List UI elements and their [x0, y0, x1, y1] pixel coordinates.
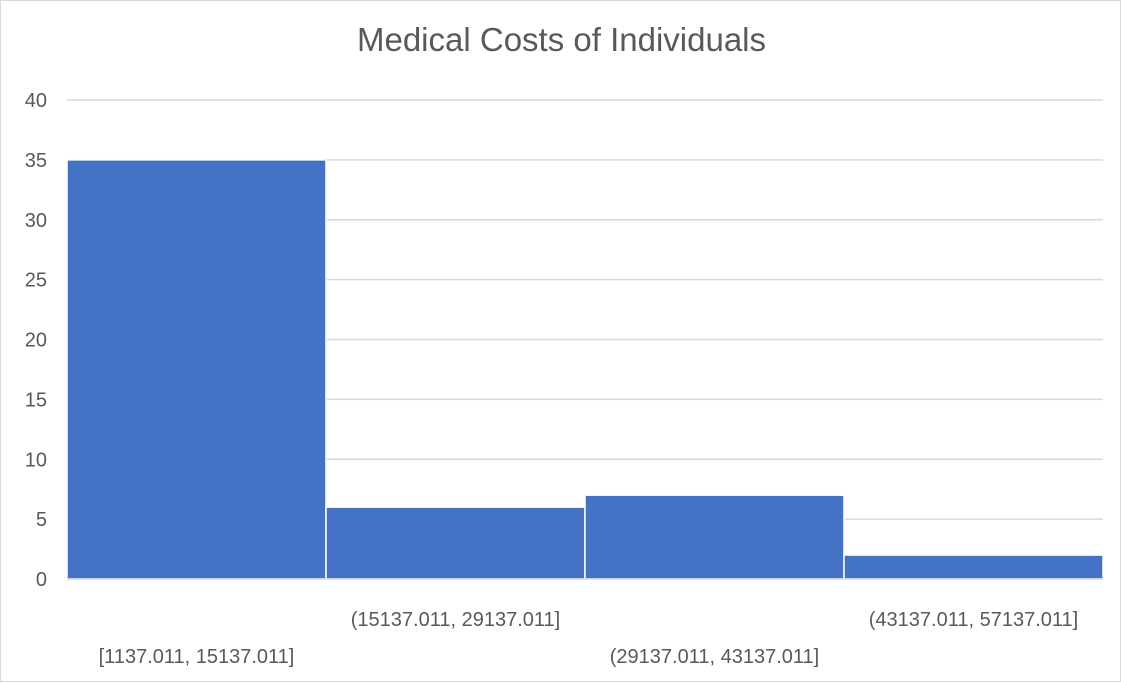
x-tick-label: (29137.011, 43137.011] [610, 646, 819, 668]
y-tick-labels: 0 5 10 15 20 25 30 35 40 [25, 90, 47, 591]
y-tick-label: 25 [25, 270, 47, 292]
y-tick-label: 35 [25, 150, 47, 172]
histogram-bar [66, 159, 327, 580]
chart-title: Medical Costs of Individuals [356, 21, 767, 58]
histogram-bar [325, 506, 586, 580]
histogram-bar [584, 494, 845, 580]
y-tick-label: 20 [25, 330, 47, 352]
y-tick-label: 40 [25, 90, 47, 112]
x-tick-label: (43137.011, 57137.011] [869, 609, 1078, 631]
y-tick-label: 30 [25, 210, 47, 232]
x-tick-labels: [1137.011, 15137.011] (15137.011, 29137.0… [99, 609, 1079, 668]
y-tick-label: 15 [25, 389, 47, 411]
y-tick-label: 0 [36, 569, 47, 591]
y-tick-label: 10 [25, 449, 47, 471]
x-tick-label: (15137.011, 29137.011] [351, 609, 560, 631]
y-tick-label: 5 [36, 509, 47, 531]
x-tick-label: [1137.011, 15137.011] [99, 646, 295, 668]
bars [66, 159, 1104, 580]
histogram-bar [843, 554, 1104, 580]
